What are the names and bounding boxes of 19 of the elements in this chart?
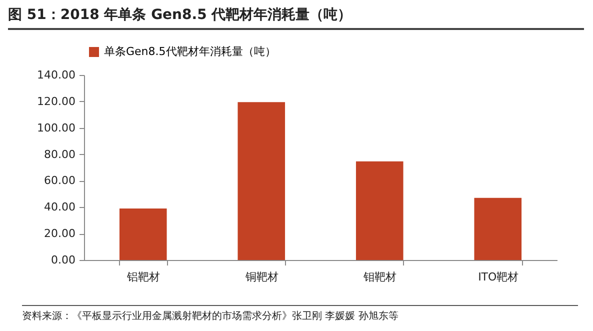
y-tick-label: 100.00 (37, 121, 76, 134)
y-tick-label: 0.00 (51, 254, 76, 266)
y-tick-label: 140.00 (37, 68, 76, 82)
chart-title: 图 51：2018 年单条 Gen8.5 代靶材年消耗量（吨） (8, 6, 584, 30)
x-tick-label: 铜靶材 (244, 270, 278, 284)
text: 资料来源：《平板显示行业用金属溅射靶材的市场需求分析》张卫刚 李媛媛 孙旭东等 (22, 305, 578, 323)
legend-label: 单条Gen8.5代靶材年消耗量（吨） (104, 45, 276, 58)
y-tick-label: 20.00 (44, 227, 76, 240)
x-tick-label: 铝靶材 (126, 270, 160, 284)
bar (119, 208, 167, 260)
x-tick-label: ITO靶材 (478, 270, 519, 284)
y-tick-label: 40.00 (44, 200, 76, 214)
y-tick-label: 80.00 (44, 148, 76, 161)
x-tick-label: 钼靶材 (362, 270, 397, 284)
bar (356, 161, 404, 260)
y-tick-label: 60.00 (44, 174, 76, 188)
bar (474, 198, 522, 260)
y-tick-label: 120.00 (37, 94, 76, 108)
bar (238, 102, 286, 260)
